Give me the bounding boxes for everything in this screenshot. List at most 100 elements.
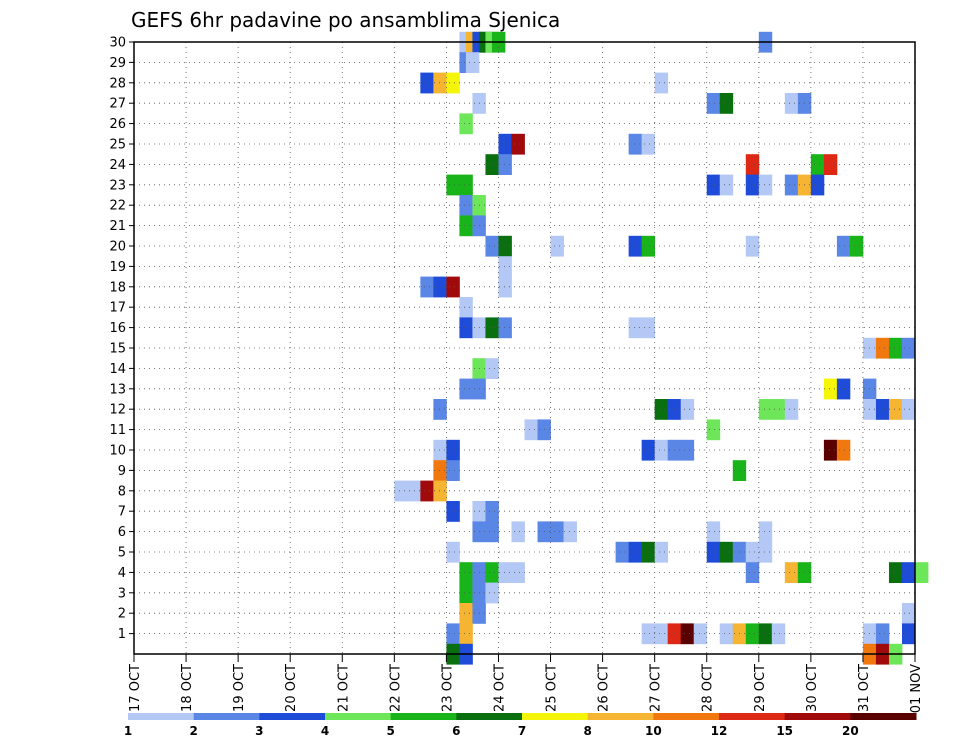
heatmap-cell xyxy=(654,541,669,563)
colorbar-label: 2 xyxy=(189,724,197,738)
y-tick-label: 10 xyxy=(109,444,126,459)
heatmap-cell xyxy=(485,235,499,257)
heatmap-cell xyxy=(888,337,903,359)
x-tick-label: 20 OCT xyxy=(284,664,299,712)
heatmap-cell xyxy=(693,623,708,645)
x-tick-label: 22 OCT xyxy=(388,664,403,712)
heatmap-cell xyxy=(459,174,473,196)
heatmap-cell xyxy=(498,276,512,298)
y-tick-label: 3 xyxy=(118,586,126,601)
heatmap-cell xyxy=(758,174,773,196)
heatmap-cell xyxy=(641,317,656,339)
heatmap-cell xyxy=(498,562,512,583)
colorbar-label: 5 xyxy=(386,724,394,738)
heatmap-cell xyxy=(550,521,564,543)
heatmap-cell xyxy=(810,154,825,175)
x-tick-label: 24 OCT xyxy=(492,664,507,712)
heatmap-cell xyxy=(875,623,890,645)
x-tick-label: 29 OCT xyxy=(753,664,768,712)
heatmap-cell xyxy=(498,133,512,155)
heatmap-cell xyxy=(719,174,734,196)
y-tick-label: 19 xyxy=(109,260,126,275)
x-tick-label: 30 OCT xyxy=(805,664,820,712)
y-tick-label: 9 xyxy=(118,464,126,479)
heatmap-cell xyxy=(641,439,656,461)
y-tick-label: 22 xyxy=(109,199,126,214)
heatmap-cell xyxy=(654,439,669,461)
heatmap-cell xyxy=(680,439,695,461)
heatmap-cell xyxy=(641,133,656,155)
heatmap-cell xyxy=(465,52,480,73)
heatmap-cell xyxy=(485,521,499,543)
y-tick-label: 28 xyxy=(109,76,126,91)
heatmap-cell xyxy=(641,235,656,257)
colorbar-swatch xyxy=(653,713,720,720)
y-tick-label: 20 xyxy=(109,240,126,255)
heatmap-cell xyxy=(654,399,669,420)
y-tick-label: 15 xyxy=(109,342,126,357)
x-tick-label: 23 OCT xyxy=(440,664,455,712)
heatmap-cell xyxy=(459,623,473,645)
heatmap-cell xyxy=(446,541,460,563)
heatmap-cell xyxy=(628,235,643,257)
heatmap-cell xyxy=(511,562,525,583)
y-tick-label: 6 xyxy=(118,525,126,540)
y-tick-label: 7 xyxy=(118,505,126,520)
heatmap-cell xyxy=(524,419,538,441)
heatmap-cell xyxy=(485,582,499,604)
x-tick-label: 18 OCT xyxy=(180,664,195,712)
x-tick-label: 27 OCT xyxy=(649,664,664,712)
heatmap-cell xyxy=(823,439,838,461)
x-tick-label: 26 OCT xyxy=(597,664,612,712)
colorbar-label: 7 xyxy=(518,724,526,738)
heatmap-cell xyxy=(446,72,460,94)
heatmap-cell xyxy=(641,541,656,563)
heatmap-cell xyxy=(745,541,760,563)
heatmap-cell xyxy=(446,501,460,522)
heatmap-cell xyxy=(459,582,473,604)
cells-layer xyxy=(394,31,929,665)
heatmap-cell xyxy=(719,541,734,563)
heatmap-cell xyxy=(485,154,499,175)
heatmap-cell xyxy=(888,562,903,583)
heatmap-cell xyxy=(706,419,721,441)
y-tick-label: 21 xyxy=(109,219,126,234)
heatmap-cell xyxy=(836,378,851,400)
heatmap-cell xyxy=(550,235,564,257)
y-tick-label: 1 xyxy=(118,627,126,642)
heatmap-cell xyxy=(433,72,447,94)
colorbar-label: 12 xyxy=(711,724,728,738)
y-tick-label: 29 xyxy=(109,56,126,71)
heatmap-cell xyxy=(706,93,721,114)
y-tick-label: 17 xyxy=(109,301,126,316)
y-tick-label: 18 xyxy=(109,280,126,295)
heatmap-cell xyxy=(394,480,408,502)
heatmap-cell xyxy=(498,235,512,257)
heatmap-cell xyxy=(563,521,577,543)
heatmap-cell xyxy=(459,113,473,135)
heatmap-cell xyxy=(745,174,760,196)
heatmap-cell xyxy=(654,623,669,645)
heatmap-cell xyxy=(615,541,630,563)
heatmap-cell xyxy=(498,317,512,339)
heatmap-cell xyxy=(745,562,760,583)
heatmap-cell xyxy=(745,154,760,175)
heatmap-cell xyxy=(420,480,434,502)
y-tick-label: 30 xyxy=(109,36,126,51)
heatmap-cell xyxy=(784,399,799,420)
heatmap-cell xyxy=(758,399,773,420)
heatmap-cell xyxy=(901,337,916,359)
y-tick-label: 27 xyxy=(109,97,126,112)
heatmap-cell xyxy=(446,174,460,196)
heatmap-cell xyxy=(485,317,499,339)
x-tick-label: 19 OCT xyxy=(232,664,247,712)
heatmap-cell xyxy=(836,439,851,461)
heatmap-cell xyxy=(498,154,512,175)
colorbar-label: 10 xyxy=(645,724,662,738)
heatmap-cell xyxy=(706,174,721,196)
heatmap-cell xyxy=(485,358,499,379)
colorbar-swatch xyxy=(522,713,589,720)
x-tick-label: 28 OCT xyxy=(701,664,716,712)
colorbar-label: 15 xyxy=(776,724,793,738)
